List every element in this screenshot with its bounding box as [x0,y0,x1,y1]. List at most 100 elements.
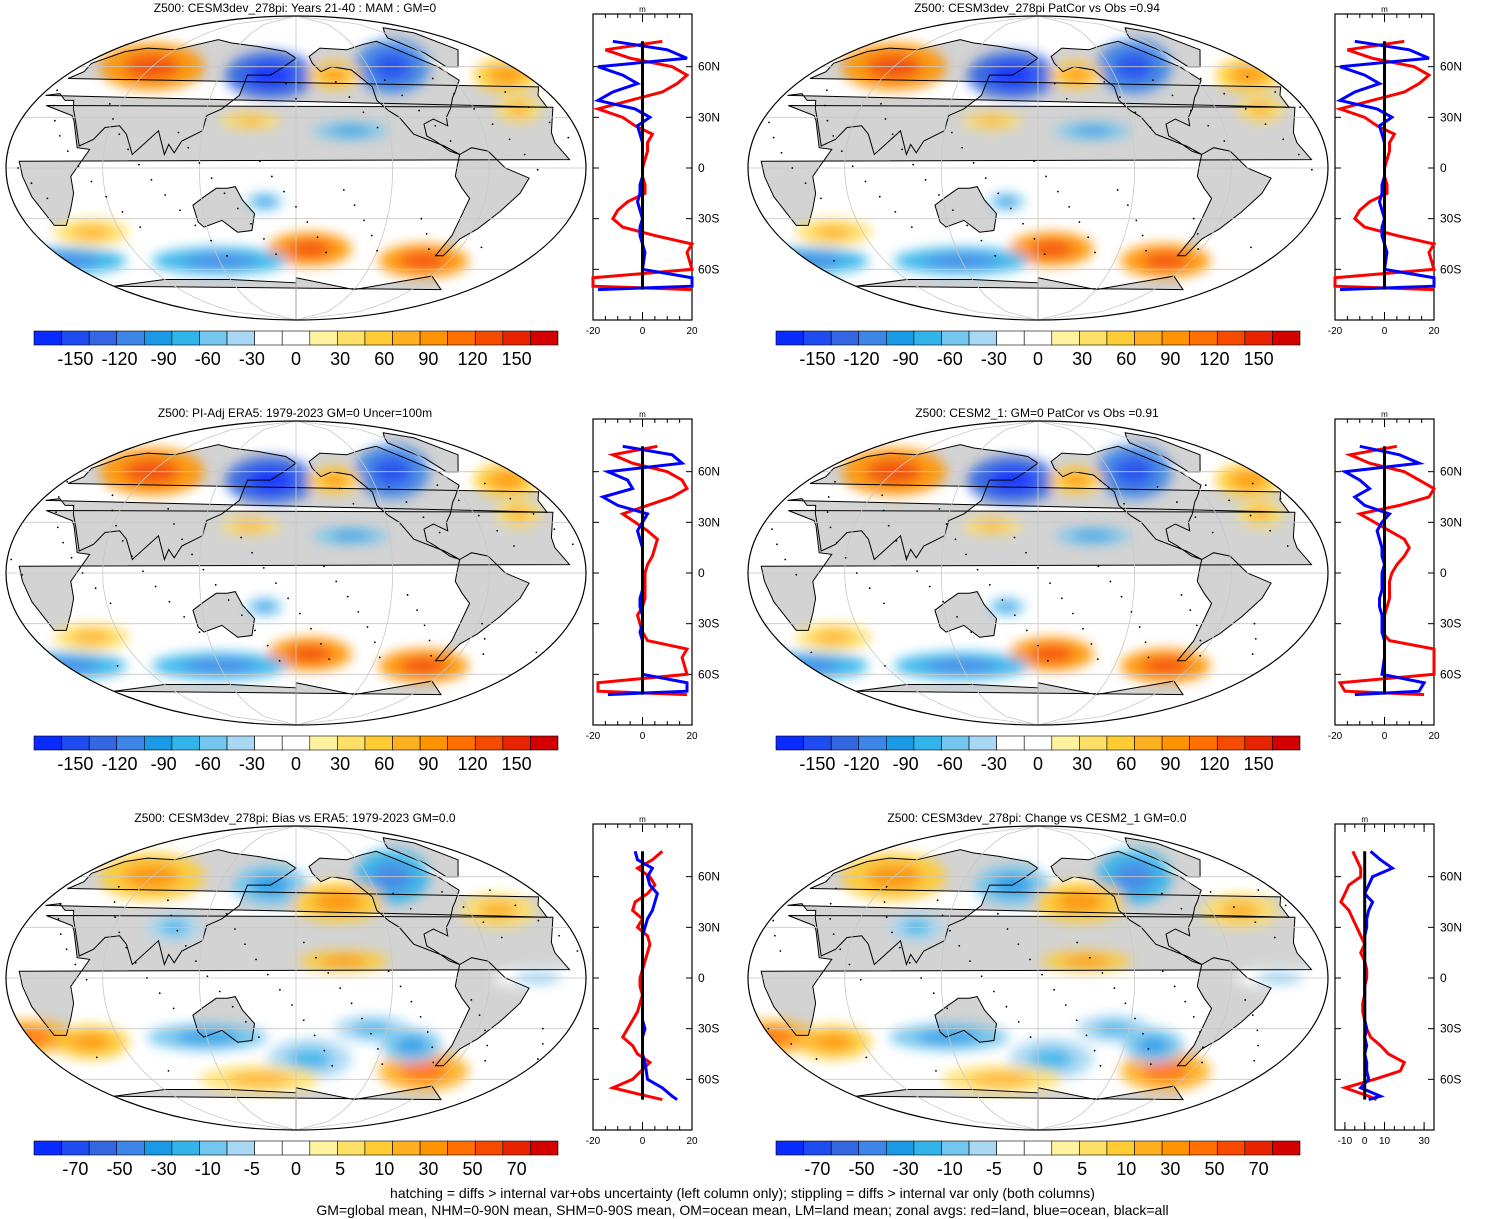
stipple-dot [291,1004,293,1006]
colorbar-swatch [1023,330,1053,346]
stipple-dot [1041,973,1043,976]
stipple-dot [430,654,433,657]
colorbar-label: -90 [893,754,919,774]
colorbar-swatch [1134,1140,1163,1156]
stipple-dot [1138,626,1141,628]
stipple-dot [17,167,19,169]
stipple-dot [1025,629,1028,632]
stipple-dot [323,1049,326,1052]
zonal-plot: m 60N 30N 0 30S 60S -10 0 10 30 [1334,815,1462,1147]
stipple-dot [980,239,983,242]
colorbar-swatch [941,1140,970,1156]
stipple-dot [427,248,430,250]
map-border [747,825,1329,1131]
stipple-dot [1029,1036,1032,1039]
panel-title: Z500: CESM3dev_278pi: Years 21-40 : MAM … [153,1,437,15]
stipple-dot [966,224,969,227]
colorbar-swatch [502,735,531,751]
stipple-dot [553,528,556,530]
stipple-dot [1254,921,1257,924]
stipple-dot [111,494,114,497]
stipple-dot [1147,1048,1150,1050]
colorbar-label: 50 [462,1159,482,1179]
stipple-dot [167,899,169,902]
zonal-lat-label: 60N [698,60,720,74]
colorbar-swatch [419,735,448,751]
coastline-australia [192,186,256,233]
stipple-dot [66,480,69,483]
colorbar-swatch [419,1140,448,1156]
stipple-dot [938,507,941,510]
stipple-dot [932,992,935,995]
stipple-dot [548,121,551,124]
colorbar-label: -60 [195,754,221,774]
anomaly-core [813,1033,854,1052]
colorbar-label: 10 [1116,1159,1136,1179]
stipple-dot [1198,1031,1201,1033]
coastline-europe-asia [787,39,1291,157]
land-greenland [383,27,459,67]
stipple-dot [513,545,515,547]
stipple-dot [234,928,236,930]
stipple-dot [331,1064,334,1067]
stipple-dot [1064,1004,1067,1006]
coastline-africa [760,105,1313,226]
stipple-dot [484,1029,486,1032]
stipple-dot [62,541,65,544]
stipple-dot [58,135,61,137]
anomaly-core [254,197,275,207]
colorbar-swatch [1216,1140,1246,1156]
zonal-lat-label: 30N [1440,110,1462,124]
colorbar-label: 90 [1160,754,1180,774]
stipple-dot [820,197,822,200]
stipple-dot [195,960,197,963]
land-africa [19,915,570,1036]
land-greenland [383,432,459,472]
stipple-dot [1009,207,1012,210]
zonal-x-tick-label: -20 [586,731,601,742]
colorbar-swatch [254,1140,283,1156]
stipple-dot [206,975,209,978]
stipple-dot [1209,890,1212,893]
coastline-south-america [434,552,530,662]
stipple-dot [121,211,124,213]
stipple-dot [111,509,114,512]
stipple-dot [108,102,111,105]
stipple-dot [366,626,369,628]
stipple-dot [1199,654,1202,657]
stipple-dot [1196,232,1199,235]
stipple-dot [194,224,197,227]
stipple-dot [958,945,961,947]
panel-title: Z500: CESM3dev_278pi PatCor vs Obs =0.94 [914,1,1160,15]
stipple-dot [1107,487,1110,490]
stipple-dot [116,664,119,667]
stipple-dot [387,970,390,973]
land-south-america [1177,147,1272,256]
zonal-lat-label: 0 [698,566,705,580]
stipple-dot [167,1069,170,1072]
land-africa [19,105,570,226]
coastline-north-america [1050,445,1202,560]
stipple-dot [164,194,167,196]
stipple-dot [1192,217,1195,220]
stipple-dot [258,160,261,163]
stipple-dot [181,538,184,541]
colorbar-label: 150 [1244,754,1274,774]
stipple-dot [418,109,420,112]
colorbar-swatch [364,330,393,346]
stipple-dot [825,89,828,92]
colorbar-label: 0 [291,1159,301,1179]
stipple-dot [988,583,991,586]
stipple-dot [378,656,381,659]
stipple-dot [139,226,142,229]
map-svg: m 60N 30N 0 30S 60S -20 0 20 -150 -120 -90 -60 -30 0 30… [5,410,720,774]
stipple-dot [994,254,997,257]
stipple-dot [1085,1034,1088,1037]
stipple-dot [1134,1017,1136,1020]
stipple-dot [865,1056,868,1059]
colorbar-label: -90 [151,754,177,774]
stipple-dot [1144,641,1147,644]
anomaly-core [1029,1048,1075,1070]
stipple-dot [928,585,931,588]
stipple-dot [969,960,971,963]
